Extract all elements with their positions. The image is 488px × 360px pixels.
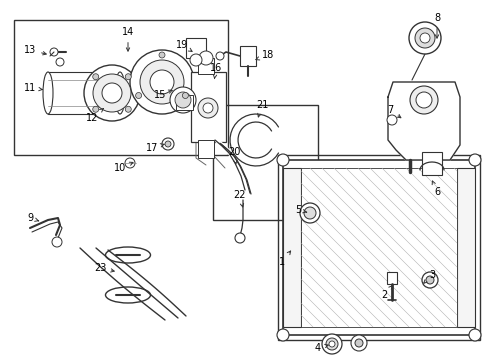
Circle shape <box>216 52 224 60</box>
Bar <box>213 105 317 220</box>
Bar <box>283 168 301 327</box>
Text: 3: 3 <box>423 270 434 283</box>
Circle shape <box>190 54 202 66</box>
Text: 10: 10 <box>114 162 133 173</box>
Circle shape <box>182 93 188 99</box>
Text: 5: 5 <box>294 205 306 215</box>
Text: 21: 21 <box>255 100 267 117</box>
Circle shape <box>84 65 140 121</box>
Circle shape <box>125 158 135 168</box>
Bar <box>283 160 474 335</box>
Text: 7: 7 <box>386 105 400 118</box>
Bar <box>240 46 256 66</box>
Bar <box>14 20 227 155</box>
Text: 15: 15 <box>154 90 172 100</box>
Circle shape <box>276 329 288 341</box>
Circle shape <box>125 74 131 80</box>
Text: 8: 8 <box>433 13 439 38</box>
Polygon shape <box>387 82 459 160</box>
Circle shape <box>102 83 122 103</box>
Circle shape <box>408 22 440 54</box>
Ellipse shape <box>43 72 53 114</box>
Bar <box>301 168 456 327</box>
Text: 16: 16 <box>209 63 222 78</box>
Circle shape <box>50 48 58 56</box>
Text: 2: 2 <box>380 286 391 300</box>
Circle shape <box>93 74 99 80</box>
Bar <box>421 152 441 175</box>
Text: 20: 20 <box>227 147 240 164</box>
Circle shape <box>421 272 437 288</box>
Circle shape <box>325 338 337 350</box>
Circle shape <box>414 28 434 48</box>
Text: 12: 12 <box>85 109 103 123</box>
Circle shape <box>93 74 131 112</box>
Circle shape <box>425 276 433 284</box>
Bar <box>278 155 479 340</box>
Circle shape <box>299 203 319 223</box>
Circle shape <box>415 92 431 108</box>
Text: 17: 17 <box>145 143 164 153</box>
Bar <box>185 38 205 58</box>
Circle shape <box>235 233 244 243</box>
Circle shape <box>140 60 183 104</box>
Text: 4: 4 <box>314 343 327 353</box>
Circle shape <box>468 329 480 341</box>
Circle shape <box>198 98 218 118</box>
Circle shape <box>409 86 437 114</box>
Ellipse shape <box>115 72 125 114</box>
Text: 23: 23 <box>94 263 114 273</box>
Circle shape <box>328 341 334 347</box>
Circle shape <box>321 334 341 354</box>
Text: 6: 6 <box>431 181 439 197</box>
Circle shape <box>170 87 196 113</box>
Circle shape <box>304 207 315 219</box>
Text: 19: 19 <box>176 40 192 51</box>
Text: 13: 13 <box>24 45 46 55</box>
Circle shape <box>56 58 64 66</box>
Bar <box>48 72 120 114</box>
Text: 14: 14 <box>122 27 134 51</box>
Circle shape <box>125 106 131 112</box>
Bar <box>198 58 214 74</box>
Bar <box>355 258 473 330</box>
Circle shape <box>350 335 366 351</box>
Circle shape <box>130 50 194 114</box>
Circle shape <box>135 93 142 99</box>
Circle shape <box>175 92 191 108</box>
Bar <box>386 272 396 284</box>
Text: 9: 9 <box>27 213 39 223</box>
Circle shape <box>150 70 174 94</box>
Bar <box>198 140 214 158</box>
Circle shape <box>276 154 288 166</box>
Text: 18: 18 <box>255 50 274 60</box>
Bar <box>456 168 474 327</box>
Circle shape <box>162 138 174 150</box>
Circle shape <box>93 106 99 112</box>
Circle shape <box>199 51 213 65</box>
Circle shape <box>468 154 480 166</box>
Circle shape <box>419 33 429 43</box>
Text: 22: 22 <box>233 190 246 207</box>
Circle shape <box>354 339 362 347</box>
Circle shape <box>52 237 62 247</box>
Circle shape <box>159 52 164 58</box>
Text: 11: 11 <box>24 83 42 93</box>
Circle shape <box>386 115 396 125</box>
Text: 1: 1 <box>278 251 290 267</box>
Bar <box>191 72 225 142</box>
Circle shape <box>164 141 171 147</box>
Circle shape <box>203 103 213 113</box>
Bar <box>176 95 193 110</box>
